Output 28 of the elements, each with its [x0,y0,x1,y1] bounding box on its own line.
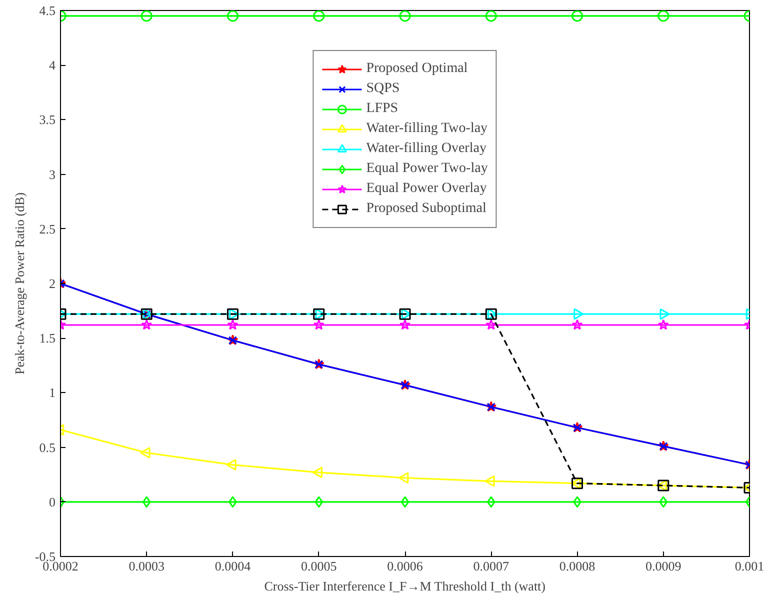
legend-label: Equal Power Overlay [366,181,487,197]
legend-label: Proposed Optimal [366,61,468,77]
x-tick-label: 0.0006 [387,558,424,574]
legend-label: Proposed Suboptimal [366,201,486,217]
y-tick-label: 2 [49,276,56,291]
x-tick-label: 0.0003 [128,558,164,574]
x-tick-label: 0.0005 [301,558,337,574]
legend-label: LFPS [366,101,398,117]
x-tick-label: 0.001 [734,558,764,574]
legend-label: Water-filling Overlay [366,141,486,157]
y-tick-label: 2.5 [39,221,56,236]
y-tick-label: 4.5 [39,3,56,18]
y-tick-label: 0 [49,494,56,510]
y-axis-title: Peak-to-Average Power Ratio (dB) [12,192,27,375]
y-tick-label: 4 [49,58,56,73]
x-tick-label: 0.0008 [559,558,596,574]
x-tick-label: 0.0004 [214,558,252,574]
y-tick-label: 1.5 [39,330,56,346]
y-tick-label: 1 [49,385,56,400]
y-tick-label: 3.5 [39,112,56,128]
legend-label: Water-filling Two-lay [366,121,488,137]
y-tick-label: 3 [49,166,56,182]
y-tick-label: 0.5 [39,440,56,455]
x-tick-label: 0.0007 [473,558,510,574]
x-axis-title: Cross-Tier Interference I_F→M Threshold I_th (watt) [264,578,546,594]
x-tick-label: 0.0009 [646,558,682,574]
legend-label: Equal Power Two-lay [366,161,488,177]
legend-label: SQPS [366,81,400,97]
